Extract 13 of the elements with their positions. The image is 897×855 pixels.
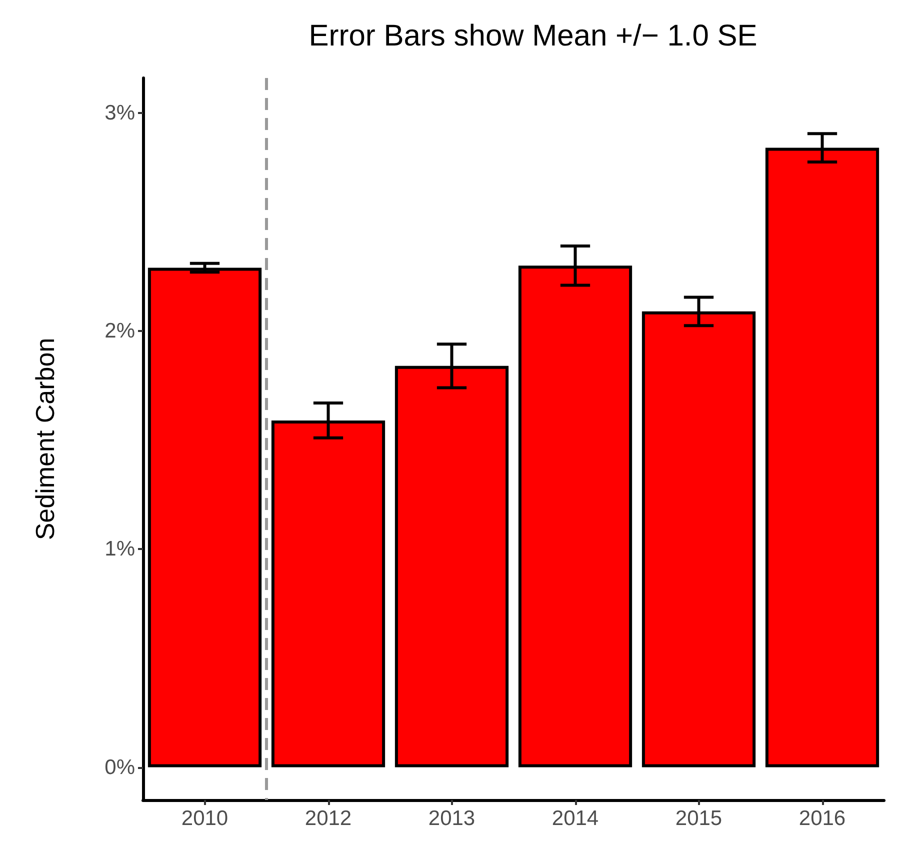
x-tick-label: 2014 xyxy=(552,807,599,830)
x-tick-label: 2012 xyxy=(304,807,352,830)
y-tick-label: 1% xyxy=(104,538,135,561)
y-tick-label: 2% xyxy=(104,320,135,343)
x-tick-label: 2010 xyxy=(181,807,228,830)
x-tick-label: 2013 xyxy=(428,807,476,830)
x-tick-label: 2015 xyxy=(675,807,722,830)
x-tick-label: 2016 xyxy=(798,807,846,830)
y-tick-label: 3% xyxy=(104,101,135,124)
chart-title: Error Bars show Mean +/− 1.0 SE xyxy=(308,20,758,52)
y-axis-title: Sediment Carbon xyxy=(30,338,60,540)
y-tick-label: 0% xyxy=(104,756,135,779)
bar xyxy=(148,268,262,768)
